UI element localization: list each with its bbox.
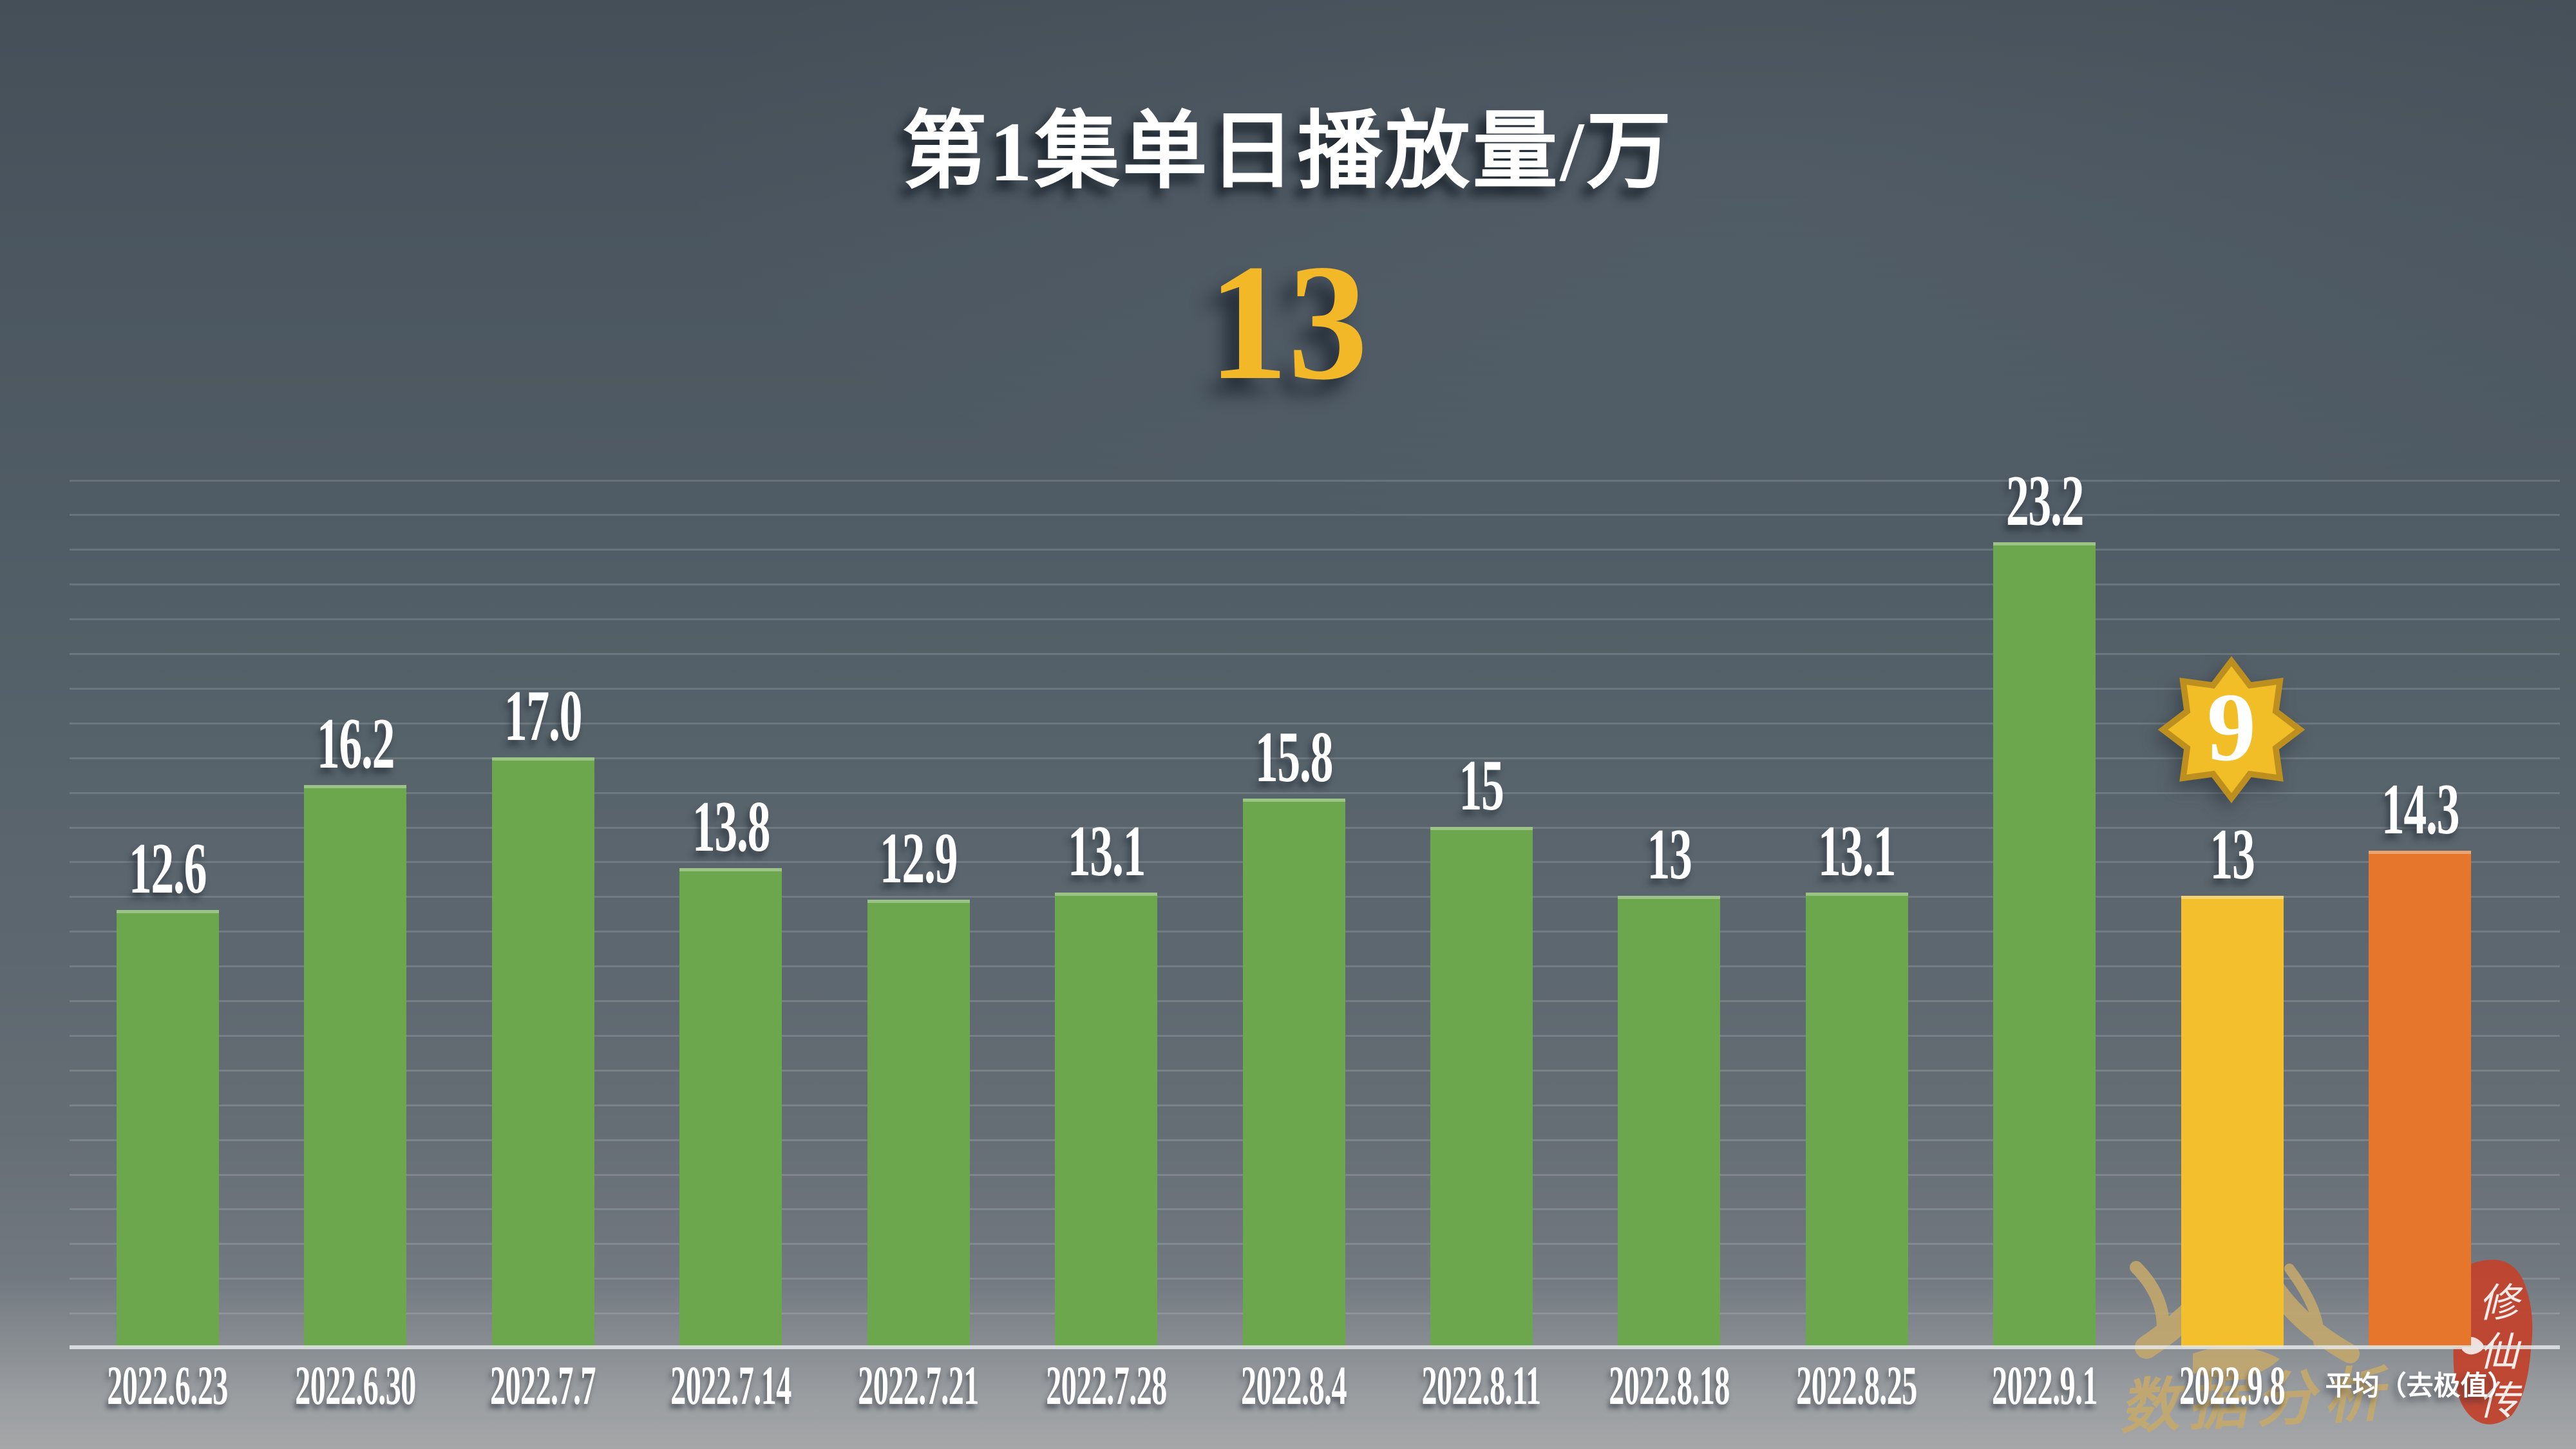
bar-value-label: 23.2 [2005, 460, 2085, 541]
bar-2022.7.7 [491, 757, 594, 1347]
gridline [70, 583, 2560, 586]
x-axis-label: 2022.6.30 [294, 1354, 416, 1416]
gridline [70, 479, 2560, 482]
x-axis-label: 2022.7.28 [1045, 1354, 1167, 1416]
bar-value-label: 13.1 [1067, 811, 1146, 891]
bar-value-label: 13 [2210, 815, 2255, 895]
x-axis-line [70, 1345, 2560, 1349]
gridline [70, 653, 2560, 655]
badge-number: 9 [2207, 673, 2256, 781]
bar-value-label: 15 [1459, 745, 1504, 826]
x-axis-label: 2022.8.4 [1240, 1354, 1347, 1416]
episode-badge: 9 [2156, 654, 2307, 805]
x-axis-label: 2022.7.14 [670, 1354, 791, 1416]
bar-value-label: 13 [1647, 815, 1692, 895]
gold-ink-blob [2193, 1346, 2280, 1378]
x-axis-label: 2022.8.11 [1421, 1354, 1542, 1416]
bar-2022.8.25 [1805, 892, 1908, 1347]
x-axis-label: 2022.9.1 [1991, 1354, 2098, 1416]
gridline [70, 687, 2560, 690]
bar-2022.8.11 [1430, 826, 1533, 1347]
x-axis-label: 2022.8.25 [1796, 1354, 1918, 1416]
bar-value-label: 12.6 [129, 828, 207, 909]
bar-value-label: 17.0 [504, 676, 583, 756]
watermark-logo: 数据分析 修仙传 [2117, 1191, 2533, 1441]
gridline [70, 791, 2560, 794]
bar-2022.6.23 [116, 909, 219, 1347]
x-axis-label: 2022.7.21 [858, 1354, 979, 1416]
gridline [70, 618, 2560, 621]
star-badge-icon [2157, 656, 2306, 804]
watermark-script-text: 数据分析 [2117, 1361, 2394, 1441]
x-axis-label: 平均（去极值） [2325, 1370, 2515, 1401]
gridline [70, 757, 2560, 759]
seal-shape [2453, 1259, 2533, 1425]
red-seal: 修仙传 [2453, 1259, 2533, 1428]
bar-value-label: 13.1 [1818, 811, 1897, 891]
bar-value-label: 13.8 [692, 787, 770, 867]
bar-2022.9.8 [2181, 896, 2284, 1347]
gridline [70, 549, 2560, 551]
bar-value-label: 16.2 [316, 703, 395, 784]
bar-value-label: 12.9 [879, 818, 958, 898]
highlight-value: 13 [1208, 230, 1368, 414]
bar-2022.7.28 [1055, 892, 1158, 1347]
bar-2022.7.21 [867, 899, 970, 1347]
bar-value-label: 14.3 [2381, 770, 2460, 850]
bar-2022.7.14 [679, 868, 782, 1347]
bar-2022.9.1 [1993, 542, 2096, 1347]
bar-2022.8.18 [1618, 896, 1721, 1347]
bar-平均（去极值） [2369, 851, 2472, 1347]
x-axis-label: 2022.6.23 [107, 1354, 229, 1416]
seal-calligraphy-text: 修仙传 [2472, 1282, 2516, 1428]
x-axis-label: 2022.8.18 [1609, 1354, 1730, 1416]
x-axis-label: 2022.9.8 [2179, 1354, 2286, 1416]
bar-2022.8.4 [1242, 799, 1345, 1347]
bar-2022.6.30 [304, 784, 407, 1347]
chart-title: 第1集单日播放量/万 [902, 104, 1674, 199]
bar-value-label: 15.8 [1255, 717, 1334, 798]
gridline [70, 514, 2560, 516]
gridline [70, 722, 2560, 724]
x-axis-label: 2022.7.7 [490, 1354, 596, 1416]
